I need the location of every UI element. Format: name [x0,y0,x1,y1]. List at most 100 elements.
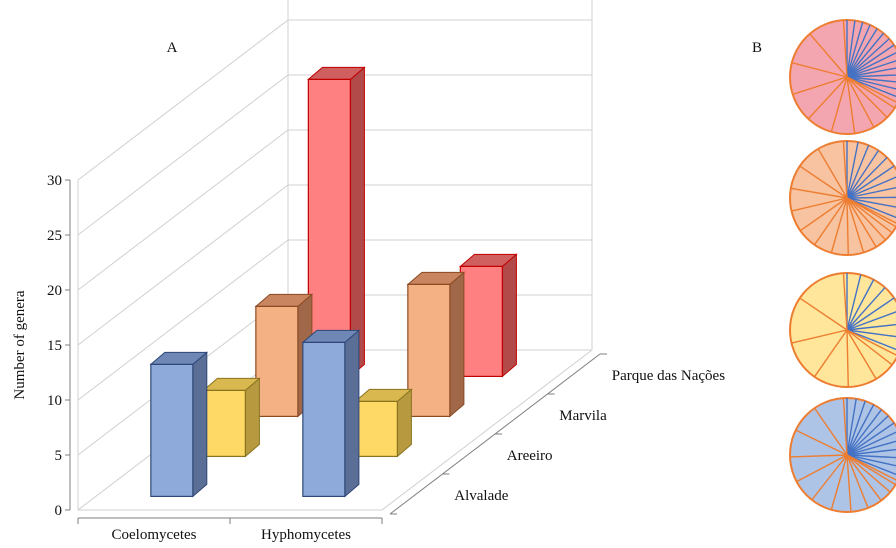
pie-slice-edge [846,197,893,234]
pie-disc [789,272,896,388]
panel-b-label: B [752,40,762,56]
pie-slice-edge [846,76,896,90]
pie-slice-edge [846,176,896,199]
pie-slice-edge [846,150,880,199]
bar [149,351,209,498]
bar [406,271,466,418]
pie-slice-edge [846,197,896,219]
pie-slice-edge [846,20,856,78]
panel-a-label: A [167,40,178,56]
pie-slice-edge [846,454,896,486]
bar-side [244,377,260,458]
bar-side [501,253,517,378]
bar [301,329,361,498]
pie-slice-edge [809,33,848,78]
pie-slice-edge [846,454,869,509]
pie-slice-edge [846,329,893,366]
x-tick-label: Coelomycetes [112,527,197,543]
pie-slice-edge [846,74,896,78]
pie-slice-edge [796,454,848,483]
pie-slice-edge [791,62,848,78]
y-tick-label: 25 [47,228,62,244]
pie-slice-edge [846,454,896,459]
pie-slice-edge [846,454,882,501]
pie-slice-edge [842,273,848,331]
depth-tick-label: Areeiro [507,448,553,464]
pie-slice-edge [846,323,896,331]
pie-slice-edge [842,398,848,456]
pie-slice-edge [846,329,896,338]
pie-slice-edge [846,22,864,78]
chart-bars [149,66,518,498]
pie-slice-edge [846,287,886,331]
depth-tick-label: Marvila [559,408,607,424]
pie-slice-edge [790,187,848,199]
pie-slice-edge [846,454,896,481]
bar-front [150,363,194,497]
pie-slice-edge [846,329,896,351]
pie-slice-edge [846,274,862,331]
pie-slice-edge [846,76,856,134]
pie-slice-edge [846,197,887,241]
pie-slice-edge [846,329,849,388]
pie-slice-edge [792,76,848,96]
pie-slice-edge [846,409,883,456]
pie-slice-edge [846,454,896,476]
pie-slice-edge [817,148,848,199]
y-tick-label: 30 [47,173,62,189]
y-tick-label: 20 [47,283,62,299]
pie-slice-edge [846,279,875,331]
pie-slice-edge [846,52,896,78]
pie [789,272,896,388]
pie-slice-edge [846,454,896,467]
pie-slice-edge [846,404,875,456]
x-tick-label: Hyphomycetes [261,527,351,543]
pie-slice-edge [813,407,848,456]
pie-slice-edge [799,197,848,232]
pie-slice-edge [846,76,896,109]
pie-slice-edge [846,415,889,456]
chart-grid [77,0,593,511]
bar [354,388,413,458]
pie-charts [789,19,896,513]
pie-slice-edge [799,297,848,331]
pie-slice-edge [799,165,848,199]
pie-slice-edge [813,329,848,378]
pie-slice-edge [846,44,895,78]
pie-slice-edge [842,141,848,199]
pie-slice-edge [846,156,888,199]
pie-slice-edge [795,429,848,456]
bar-side [449,271,465,418]
pie-slice-edge [846,440,896,456]
pie-slice-edge [811,454,848,501]
y-tick-label: 5 [55,448,63,464]
pie-slice-edge [846,454,852,512]
pie-slice-edge [830,197,848,253]
pie-slice-edge [846,60,896,78]
pie [789,140,896,256]
pie-slice-edge [846,141,859,199]
depth-tick-label: Alvalade [454,488,508,504]
pie-slice-edge [846,197,896,208]
pie-slice-edge [842,20,848,78]
y-tick-label: 10 [47,393,62,409]
pie-slice-edge [807,76,848,120]
pie-slice-edge [846,196,896,199]
bar-front [302,341,346,497]
bar-front [459,265,503,377]
floor-edge [78,349,593,511]
pie-slice-edge [846,329,877,380]
bar-front [407,283,451,417]
bar [307,66,366,378]
pie-slice-edge [846,186,896,199]
pie-slice-edge [846,448,896,456]
pie-slice-edge [846,398,857,456]
pie-slice-edge [846,197,896,228]
pie-slice-edge [846,76,896,98]
y-tick-label: 0 [55,503,63,519]
bar-front [202,389,246,457]
pie-slice-edge [846,165,895,199]
pie-slice-edge [846,197,877,248]
